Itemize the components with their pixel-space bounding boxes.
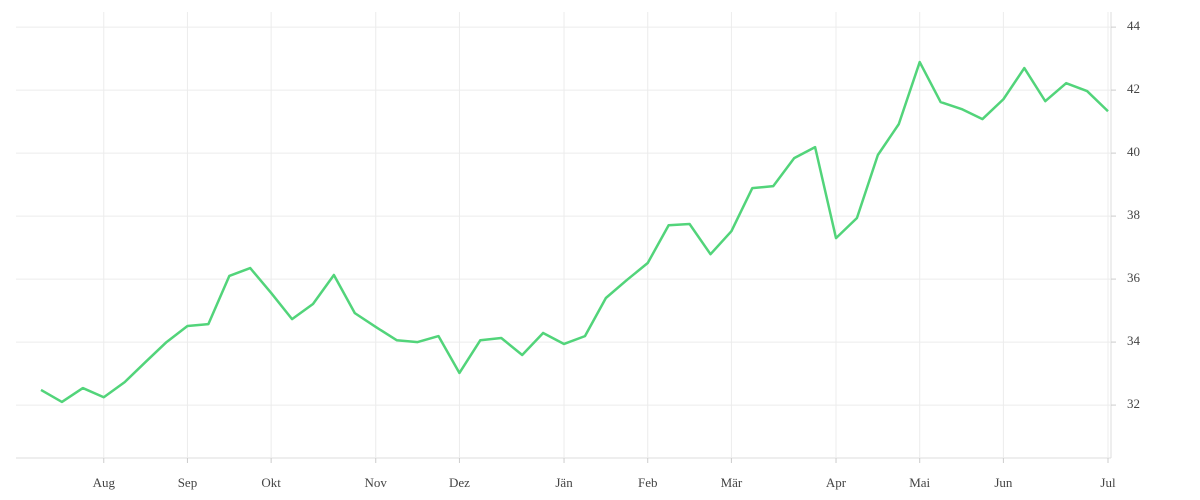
data-line	[40, 60, 1109, 404]
y-tick-label: 34	[1127, 333, 1141, 348]
x-tick-label: Jul	[1100, 475, 1116, 490]
x-tick-label: Sep	[178, 475, 198, 490]
y-tick-label: 36	[1127, 270, 1141, 285]
y-tick-label: 42	[1127, 81, 1140, 96]
y-tick-label: 40	[1127, 144, 1140, 159]
x-tick-label: Apr	[826, 475, 847, 490]
y-tick-label: 44	[1127, 18, 1141, 33]
x-tick-label: Nov	[365, 475, 388, 490]
x-tick-label: Okt	[261, 475, 281, 490]
x-tick-label: Mai	[909, 475, 930, 490]
x-tick-label: Feb	[638, 475, 658, 490]
y-tick-label: 38	[1127, 207, 1140, 222]
x-tick-label: Dez	[449, 475, 470, 490]
x-tick-label: Mär	[721, 475, 743, 490]
x-tick-label: Jun	[994, 475, 1013, 490]
x-tick-label: Aug	[93, 475, 116, 490]
x-tick-label: Jän	[555, 475, 573, 490]
y-tick-label: 32	[1127, 396, 1140, 411]
